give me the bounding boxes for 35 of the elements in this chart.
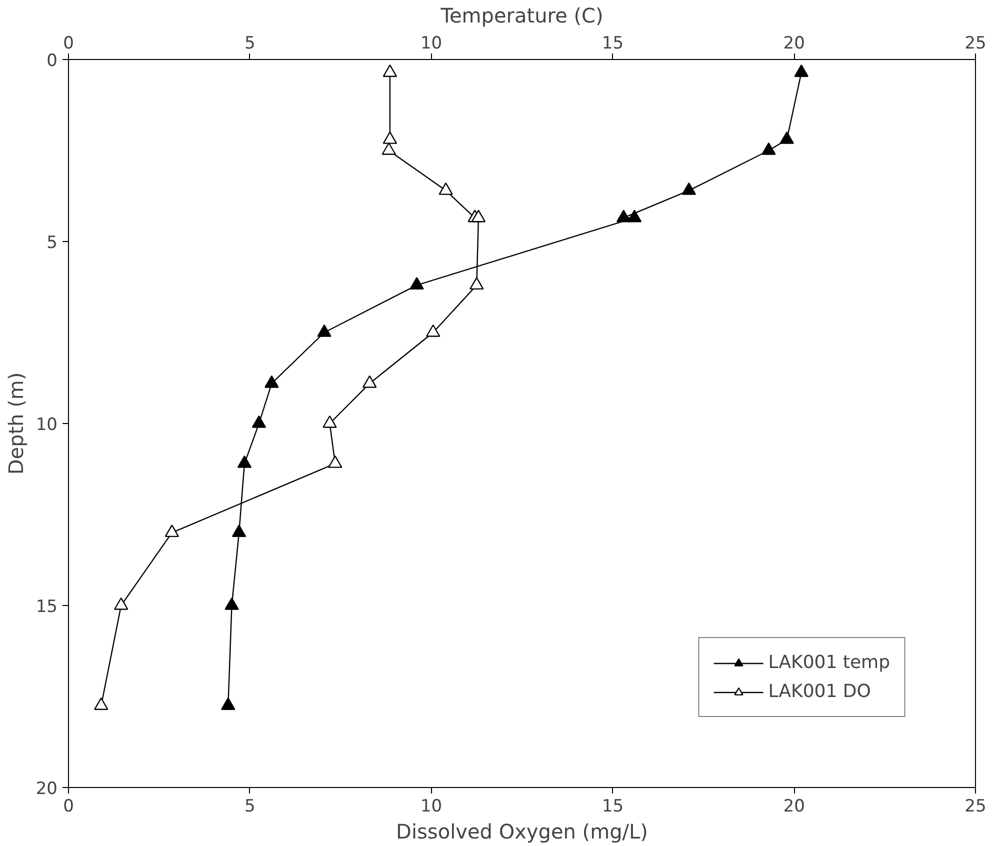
point xyxy=(382,64,398,77)
legend-label: LAK001 DO xyxy=(768,681,871,702)
x-tick-label: 0 xyxy=(63,34,74,54)
point xyxy=(362,375,377,388)
x-tick-label: 15 xyxy=(602,34,624,54)
y-tick-label: 0 xyxy=(46,51,58,71)
point xyxy=(470,277,484,290)
x-tick-label: 10 xyxy=(420,34,442,54)
point xyxy=(438,182,453,195)
y-tick-label: 20 xyxy=(36,779,58,799)
point xyxy=(328,455,342,468)
point xyxy=(382,131,398,144)
x2-tick-label: 5 xyxy=(244,796,256,816)
x2-tick-label: 15 xyxy=(602,796,624,816)
point xyxy=(322,415,337,428)
x-tick-label: 25 xyxy=(964,34,986,54)
x-tick-label: 5 xyxy=(244,34,256,54)
point xyxy=(94,697,108,710)
y-tick-label: 15 xyxy=(36,597,58,617)
x2-tick-label: 10 xyxy=(420,796,442,816)
point xyxy=(426,324,440,337)
point xyxy=(114,597,128,610)
x2-tick-label: 0 xyxy=(63,796,74,816)
x2-tick-label: 25 xyxy=(964,796,986,816)
point xyxy=(382,142,396,155)
x-axis-title: Dissolved Oxygen (mg/L) xyxy=(396,820,648,844)
point xyxy=(164,524,179,538)
legend-label: LAK001 temp xyxy=(768,652,890,673)
y-axis-title: Depth (m) xyxy=(4,372,28,475)
y-tick-label: 5 xyxy=(46,233,58,253)
y-tick-label: 10 xyxy=(36,415,58,435)
x2-axis-title: Temperature (C) xyxy=(440,4,604,28)
x2-tick-label: 20 xyxy=(783,796,805,816)
x-tick-label: 20 xyxy=(783,34,805,54)
point xyxy=(471,210,486,222)
